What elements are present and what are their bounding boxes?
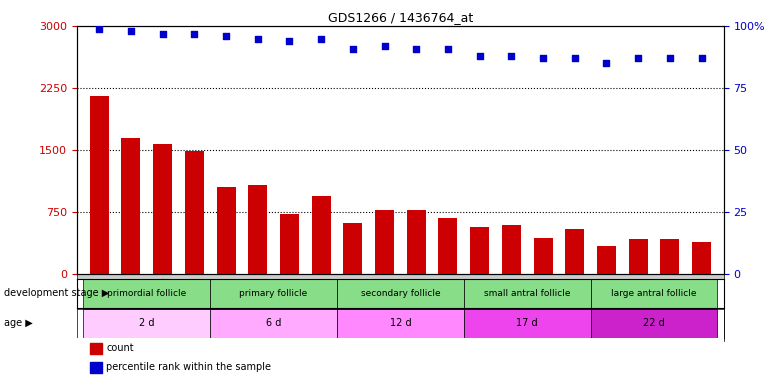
Point [537,56,549,62]
Point [188,31,200,37]
Point [664,56,676,62]
Bar [464,309,591,338]
Bar [591,309,718,338]
Bar [312,196,330,274]
Text: development stage ▶: development stage ▶ [4,288,109,297]
Text: percentile rank within the sample: percentile rank within the sample [106,362,271,372]
Bar [122,138,140,274]
Point [505,53,517,59]
Bar [90,343,102,354]
Bar [628,239,648,274]
Point [220,33,233,39]
Title: GDS1266 / 1436764_at: GDS1266 / 1436764_at [328,11,473,24]
Bar [248,186,267,274]
Point [695,56,708,62]
Text: 6 d: 6 d [266,318,281,328]
Bar [337,279,464,308]
Point [601,60,613,66]
Bar [597,246,616,274]
Point [442,45,454,51]
Bar [464,279,591,308]
Text: small antral follicle: small antral follicle [484,289,571,298]
Bar [337,309,464,338]
Bar [83,279,210,308]
Bar [470,227,489,274]
Text: primary follicle: primary follicle [239,289,308,298]
Bar [661,239,679,274]
Point [410,45,423,51]
Text: age ▶: age ▶ [4,318,32,327]
Text: 12 d: 12 d [390,318,411,328]
Text: count: count [106,343,134,353]
Text: 17 d: 17 d [517,318,538,328]
Text: 2 d: 2 d [139,318,155,328]
Bar [185,151,204,274]
Bar [565,229,584,274]
Bar [591,279,718,308]
Point [315,36,327,42]
Point [632,56,644,62]
Point [474,53,486,59]
Point [93,26,105,32]
Bar [407,210,426,274]
Bar [438,217,457,274]
Bar [210,279,337,308]
Bar [77,274,724,341]
Bar [89,96,109,274]
Bar [210,309,337,338]
Point [568,56,581,62]
Bar [90,362,102,373]
Point [378,43,390,49]
Point [283,38,296,44]
Bar [153,144,172,274]
Bar [216,187,236,274]
Point [156,31,169,37]
Bar [534,238,553,274]
Bar [502,225,521,274]
Bar [83,309,210,338]
Point [252,36,264,42]
Text: large antral follicle: large antral follicle [611,289,697,298]
Bar [375,210,394,274]
Bar [692,242,711,274]
Text: secondary follicle: secondary follicle [360,289,440,298]
Bar [343,223,363,274]
Point [346,45,359,51]
Bar [280,214,299,274]
Text: 22 d: 22 d [643,318,665,328]
Point [125,28,137,34]
Text: primordial follicle: primordial follicle [107,289,186,298]
